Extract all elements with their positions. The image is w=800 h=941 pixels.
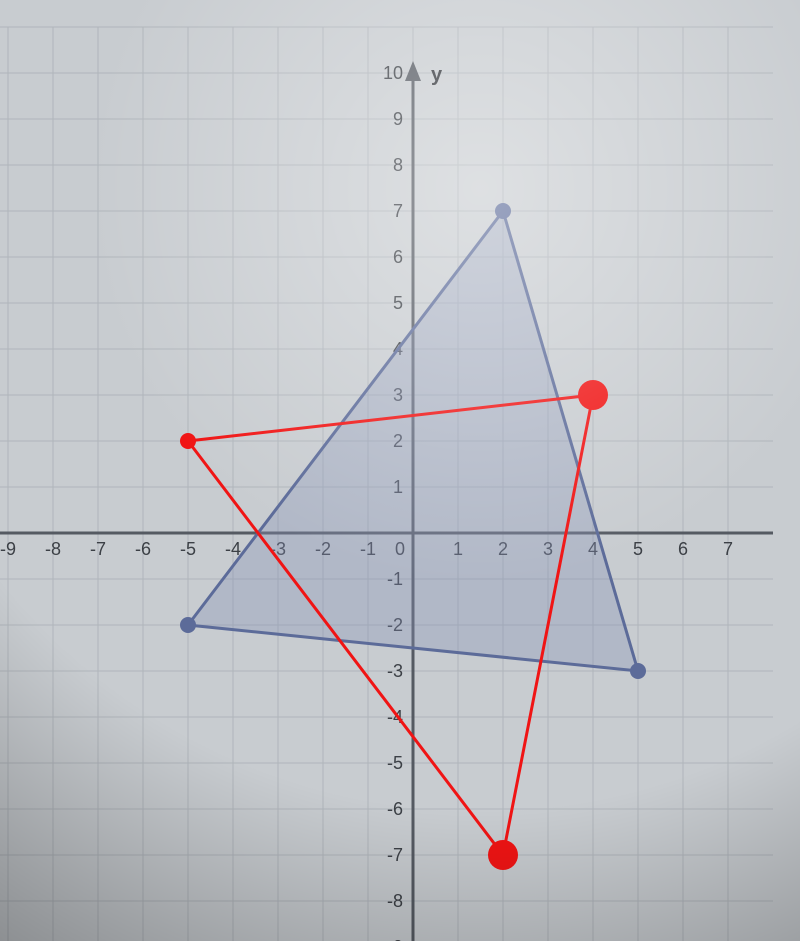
blue-triangle-vertex <box>630 663 646 679</box>
y-tick-label: 5 <box>393 293 403 313</box>
y-tick-label: 8 <box>393 155 403 175</box>
y-tick-label: -8 <box>387 891 403 911</box>
y-tick-label: -5 <box>387 753 403 773</box>
x-tick-label: -8 <box>45 539 61 559</box>
red-triangle-vertex <box>180 433 196 449</box>
x-tick-label: 7 <box>723 539 733 559</box>
y-tick-label: -4 <box>387 707 403 727</box>
y-tick-label: 6 <box>393 247 403 267</box>
y-tick-label: -9 <box>387 937 403 941</box>
blue-triangle-vertex <box>495 203 511 219</box>
x-tick-label: 5 <box>633 539 643 559</box>
y-tick-label: -7 <box>387 845 403 865</box>
x-tick-label: -6 <box>135 539 151 559</box>
x-tick-label: 6 <box>678 539 688 559</box>
y-tick-label: -6 <box>387 799 403 819</box>
y-tick-label: 9 <box>393 109 403 129</box>
y-tick-label: -3 <box>387 661 403 681</box>
x-tick-label: -7 <box>90 539 106 559</box>
coordinate-plane: -9-8-7-6-5-4-3-2-112345670-9-8-7-6-5-4-3… <box>0 0 800 941</box>
x-tick-label: -5 <box>180 539 196 559</box>
x-tick-label: -4 <box>225 539 241 559</box>
x-tick-label: -9 <box>0 539 16 559</box>
red-triangle-vertex <box>488 840 518 870</box>
y-axis-title: y <box>431 64 443 86</box>
red-triangle-vertex <box>578 380 608 410</box>
y-tick-label: 10 <box>383 63 403 83</box>
blue-triangle-vertex <box>180 617 196 633</box>
y-tick-label: 7 <box>393 201 403 221</box>
